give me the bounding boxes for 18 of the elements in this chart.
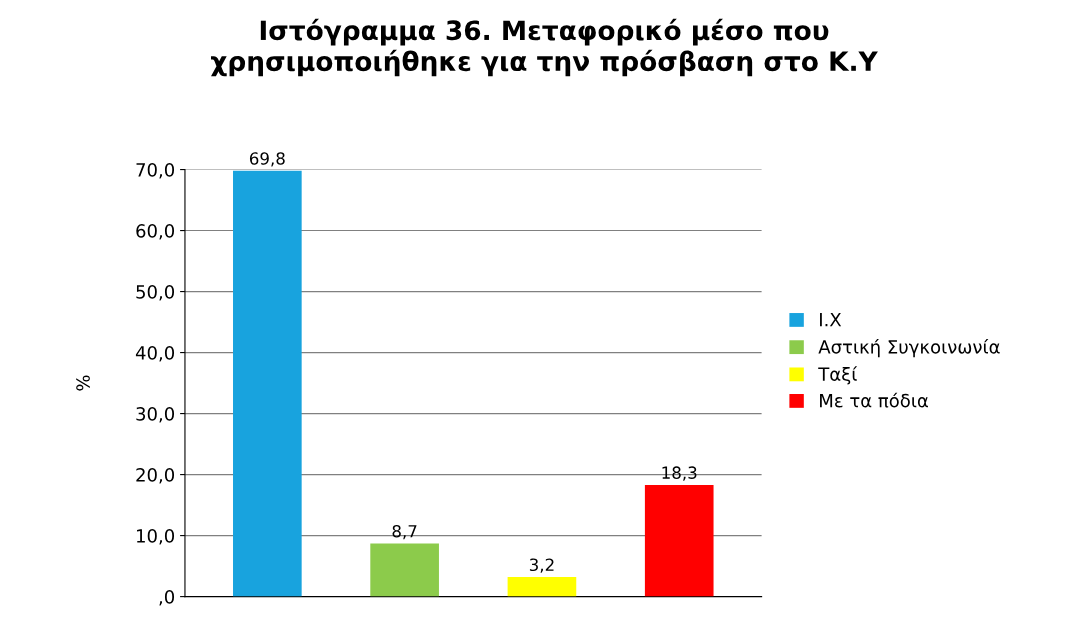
data-label: 8,7	[392, 524, 417, 540]
y-axis-title: %	[76, 375, 90, 391]
y-tick-label: 50,0	[136, 285, 175, 301]
data-label: 69,8	[249, 152, 285, 167]
legend-label: Ταξί	[818, 366, 858, 385]
y-tick-label: 60,0	[136, 224, 175, 240]
legend-label: Με τα πόδια	[820, 392, 928, 408]
chart-title: Ιστόγραμμα 36. Μεταφορικό μέσο που χρησιμοποιήθηκε για την πρόσβαση στο Κ.Υ	[211, 18, 878, 77]
data-label: 18,3	[662, 466, 697, 481]
legend-label: Ι.Χ	[820, 313, 842, 327]
y-tick-label: 40,0	[135, 346, 175, 362]
y-tick-label: 10,0	[137, 529, 175, 545]
y-tick-label: ,0	[159, 590, 175, 606]
data-label: 3,2	[529, 558, 554, 573]
y-tick-label: 70,0	[136, 163, 175, 179]
legend-label: Αστική Συγκοινωνία	[818, 339, 1000, 358]
y-tick-label: 20,0	[136, 468, 175, 484]
y-tick-label: 30,0	[136, 407, 175, 423]
